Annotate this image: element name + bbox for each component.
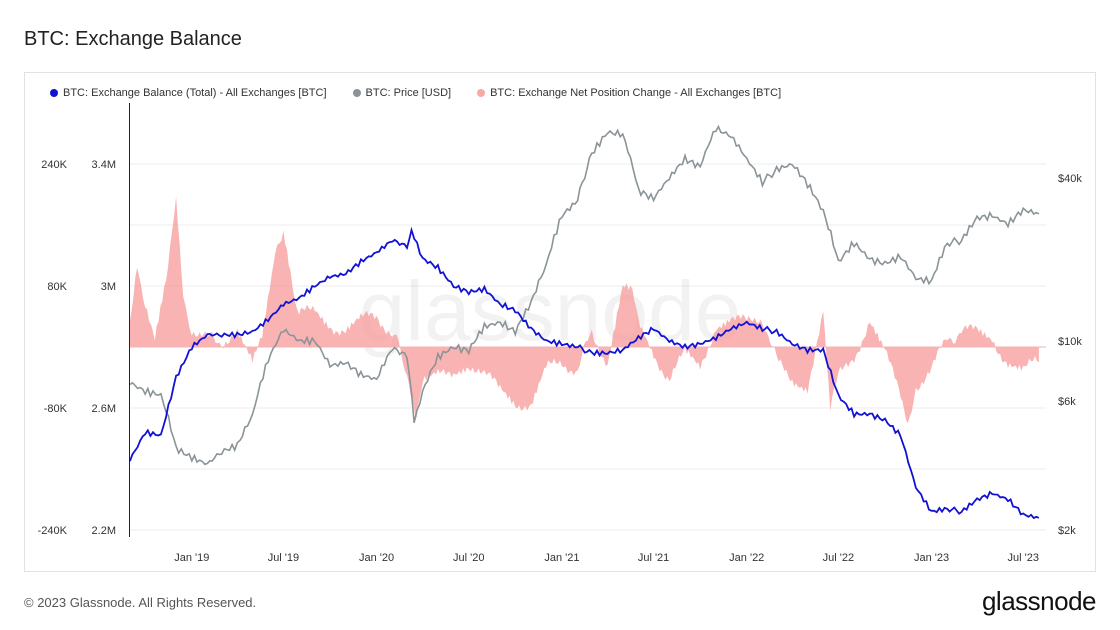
page-title: BTC: Exchange Balance	[24, 28, 242, 50]
net-change-area	[130, 196, 1039, 424]
tick-label-x: Jul '22	[823, 552, 854, 564]
series-price	[129, 124, 1040, 466]
tick-label-price: $10k	[1058, 336, 1082, 348]
price-line	[129, 124, 1040, 466]
tick-label-balance: 3.4M	[92, 159, 116, 171]
tick-label-balance: 2.6M	[92, 403, 116, 415]
tick-label-x: Jan '22	[729, 552, 764, 564]
tick-label-net-change: -80K	[44, 403, 68, 415]
tick-label-net-change: 80K	[47, 281, 67, 293]
tick-label-x: Jul '19	[268, 552, 299, 564]
tick-label-x: Jul '21	[638, 552, 669, 564]
legend: BTC: Exchange Balance (Total) - All Exch…	[50, 87, 781, 99]
legend-dot-price	[352, 89, 361, 97]
legend-item-balance[interactable]: BTC: Exchange Balance (Total) - All Exch…	[50, 87, 327, 99]
series-net-change	[130, 196, 1046, 424]
tick-label-x: Jan '23	[914, 552, 949, 564]
tick-label-x: Jan '21	[544, 552, 579, 564]
tick-label-net-change: -240K	[38, 525, 68, 537]
balance-line	[129, 226, 1040, 520]
legend-dot-balance	[50, 89, 58, 97]
watermark: glassnode	[359, 264, 742, 358]
tick-label-balance: 2.2M	[92, 525, 116, 537]
footer-logo: glassnode	[981, 586, 1097, 616]
tick-label-x: Jul '23	[1007, 552, 1038, 564]
legend-label-price: BTC: Price [USD]	[365, 87, 452, 99]
tick-label-x: Jan '20	[359, 552, 394, 564]
axis-net-change: 240K 80K -80K -240K	[38, 159, 68, 537]
legend-item-price[interactable]: BTC: Price [USD]	[352, 87, 452, 99]
tick-label-x: Jul '20	[453, 552, 484, 564]
tick-label-price: $40k	[1058, 173, 1082, 185]
legend-dot-net-change	[477, 89, 486, 97]
axis-x: Jan '19 Jul '19 Jan '20 Jul '20 Jan '21 Jul '…	[174, 552, 1039, 564]
axis-balance: 3.4M 3M 2.6M 2.2M	[92, 159, 116, 537]
tick-label-x: Jan '19	[174, 552, 209, 564]
tick-label-price: $6k	[1058, 396, 1076, 408]
tick-label-balance: 3M	[101, 281, 116, 293]
legend-label-net-change: BTC: Exchange Net Position Change - All …	[490, 87, 782, 99]
tick-label-net-change: 240K	[41, 159, 67, 171]
tick-label-price: $2k	[1058, 525, 1076, 537]
footer-copyright: © 2023 Glassnode. All Rights Reserved.	[24, 595, 257, 610]
legend-label-balance: BTC: Exchange Balance (Total) - All Exch…	[63, 87, 327, 99]
legend-item-net-change[interactable]: BTC: Exchange Net Position Change - All …	[477, 87, 781, 99]
axis-price: $40k $10k $6k $2k	[1058, 173, 1082, 537]
series-balance	[129, 226, 1040, 520]
chart-frame	[24, 72, 1096, 572]
